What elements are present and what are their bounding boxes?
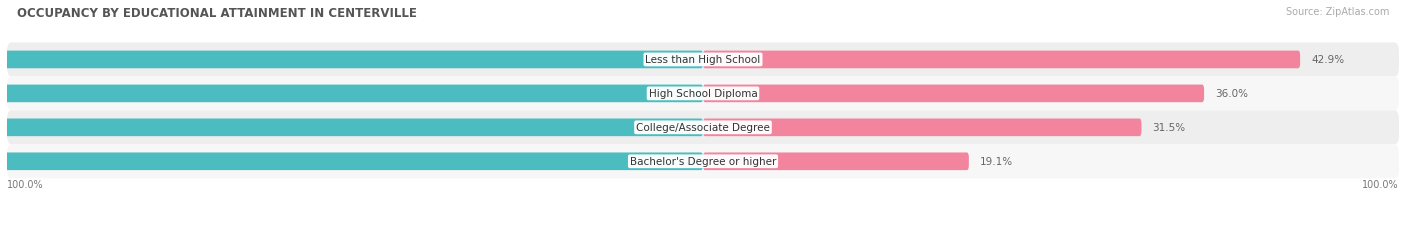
Text: Less than High School: Less than High School: [645, 55, 761, 65]
FancyBboxPatch shape: [0, 51, 703, 69]
FancyBboxPatch shape: [703, 85, 1204, 103]
FancyBboxPatch shape: [7, 43, 1399, 77]
FancyBboxPatch shape: [703, 153, 969, 170]
Text: 100.0%: 100.0%: [1362, 179, 1399, 189]
Text: College/Associate Degree: College/Associate Degree: [636, 123, 770, 133]
Text: 31.5%: 31.5%: [1153, 123, 1185, 133]
Text: 42.9%: 42.9%: [1312, 55, 1344, 65]
FancyBboxPatch shape: [7, 145, 1399, 179]
FancyBboxPatch shape: [0, 153, 703, 170]
Text: 19.1%: 19.1%: [980, 157, 1014, 167]
FancyBboxPatch shape: [703, 119, 1142, 137]
FancyBboxPatch shape: [7, 111, 1399, 145]
FancyBboxPatch shape: [7, 77, 1399, 111]
FancyBboxPatch shape: [0, 85, 703, 103]
Text: Source: ZipAtlas.com: Source: ZipAtlas.com: [1285, 7, 1389, 17]
Text: Bachelor's Degree or higher: Bachelor's Degree or higher: [630, 157, 776, 167]
Text: High School Diploma: High School Diploma: [648, 89, 758, 99]
Text: OCCUPANCY BY EDUCATIONAL ATTAINMENT IN CENTERVILLE: OCCUPANCY BY EDUCATIONAL ATTAINMENT IN C…: [17, 7, 416, 20]
FancyBboxPatch shape: [0, 119, 703, 137]
FancyBboxPatch shape: [703, 51, 1301, 69]
Text: 100.0%: 100.0%: [7, 179, 44, 189]
Text: 36.0%: 36.0%: [1215, 89, 1249, 99]
